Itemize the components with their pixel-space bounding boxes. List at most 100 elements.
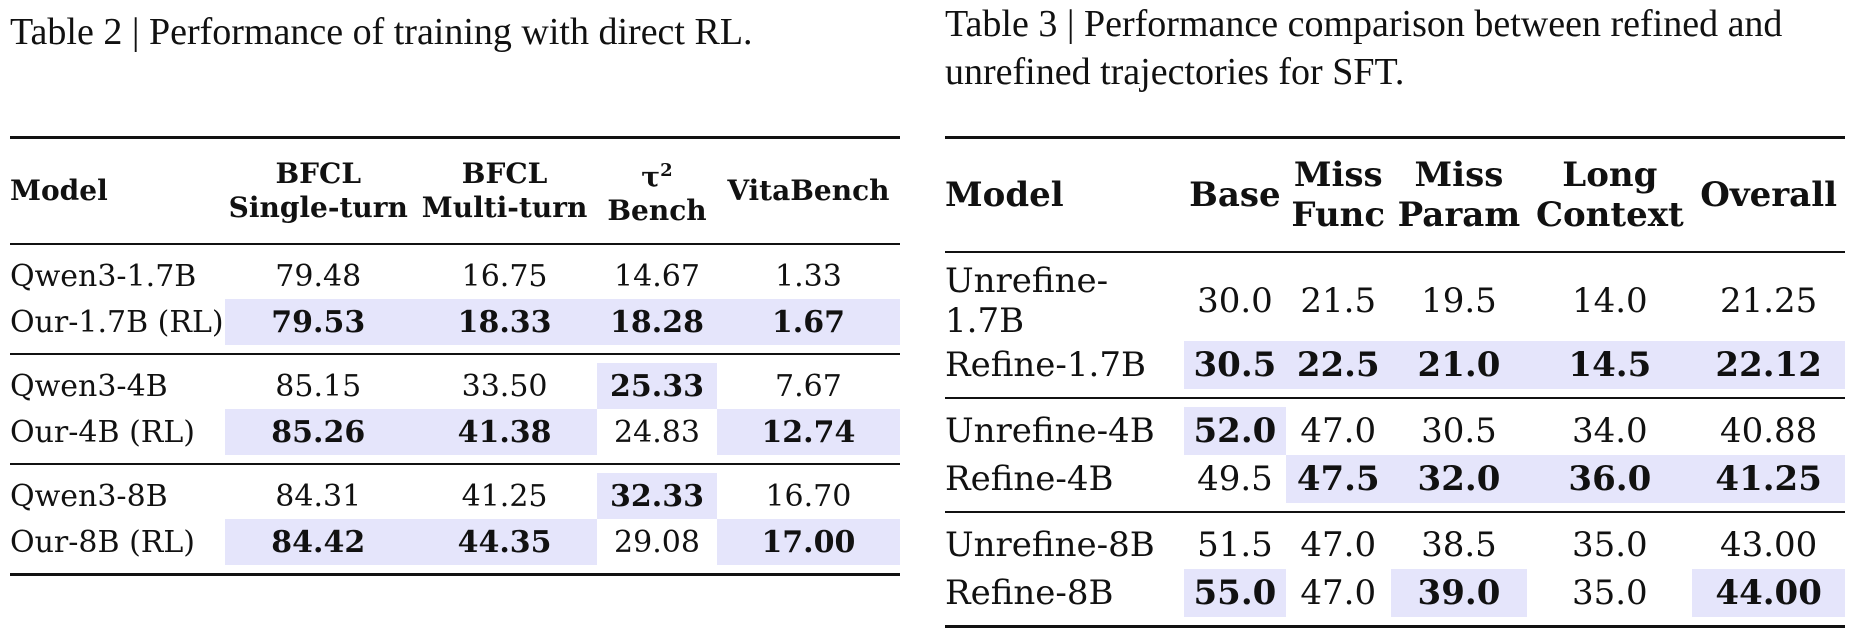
table2-group-2: Qwen3-8B 84.31 41.25 32.33 16.70 Our-8B (RL) 8… bbox=[10, 464, 900, 575]
table-row: Unrefine-8B 51.5 47.0 38.5 35.0 43.00 bbox=[945, 521, 1845, 569]
table3-group-1: Unrefine-4B 52.0 47.0 30.5 34.0 40.88 Refine-4… bbox=[945, 398, 1845, 512]
model-name-cell: Refine-1.7B bbox=[945, 345, 1146, 385]
table2-header-2: BFCL Multi-turn bbox=[412, 138, 597, 245]
table3-header-4-line-0: Long bbox=[1562, 155, 1658, 195]
table3-header-3: Miss Param bbox=[1391, 138, 1528, 253]
value-cell: 84.31 bbox=[275, 478, 362, 514]
value-cell: 41.38 bbox=[411, 409, 598, 455]
value-cell: 18.28 bbox=[597, 299, 717, 345]
table-row: Our-8B (RL) 84.42 44.35 29.08 17.00 bbox=[10, 519, 900, 565]
table-row: Refine-1.7B 30.5 22.5 21.0 14.5 22.12 bbox=[945, 341, 1845, 389]
model-name-cell: Our-1.7B (RL) bbox=[10, 304, 224, 340]
table3-header-1-line-0: Base bbox=[1189, 175, 1281, 215]
value-cell: 44.35 bbox=[411, 519, 598, 565]
value-cell: 51.5 bbox=[1197, 525, 1273, 565]
model-name-cell: Refine-4B bbox=[945, 459, 1114, 499]
model-name-cell: Our-4B (RL) bbox=[10, 414, 195, 450]
value-cell: 47.0 bbox=[1300, 573, 1377, 613]
table-row: Refine-8B 55.0 47.0 39.0 35.0 44.00 bbox=[945, 569, 1845, 617]
value-cell: 47.5 bbox=[1286, 455, 1391, 503]
value-cell: 38.5 bbox=[1421, 525, 1497, 565]
value-cell: 85.26 bbox=[224, 409, 412, 455]
value-cell: 22.12 bbox=[1692, 341, 1845, 389]
value-cell: 25.33 bbox=[597, 363, 717, 409]
table3-header-1: Base bbox=[1184, 138, 1286, 253]
value-cell: 14.0 bbox=[1571, 281, 1648, 321]
value-cell: 29.08 bbox=[614, 524, 700, 560]
table3-caption: Table 3 | Performance comparison between… bbox=[945, 3, 1783, 93]
table3-group-0: Unrefine-1.7B 30.0 21.5 19.5 14.0 21.25 Refine… bbox=[945, 252, 1845, 398]
value-cell: 1.33 bbox=[775, 258, 842, 294]
value-cell: 55.0 bbox=[1183, 569, 1286, 617]
table-row: Our-4B (RL) 85.26 41.38 24.83 12.74 bbox=[10, 409, 900, 455]
table-row: Refine-4B 49.5 47.5 32.0 36.0 41.25 bbox=[945, 455, 1845, 503]
value-cell: 32.0 bbox=[1390, 455, 1528, 503]
value-cell: 36.0 bbox=[1527, 455, 1693, 503]
value-cell: 34.0 bbox=[1571, 411, 1648, 451]
table2-header-0-line-0: Model bbox=[10, 174, 108, 207]
table-row: Our-1.7B (RL) 79.53 18.33 18.28 1.67 bbox=[10, 299, 900, 345]
value-cell: 35.0 bbox=[1571, 525, 1648, 565]
value-cell: 16.75 bbox=[461, 258, 548, 294]
model-name-cell: Our-8B (RL) bbox=[10, 524, 195, 560]
table2-header-3-sup: 2 bbox=[660, 159, 673, 181]
table-row: Unrefine-1.7B 30.0 21.5 19.5 14.0 21.25 bbox=[945, 261, 1845, 341]
value-cell: 21.0 bbox=[1390, 341, 1528, 389]
table2-group-1: Qwen3-4B 85.15 33.50 25.33 7.67 Our-4B (RL) 85… bbox=[10, 354, 900, 464]
table-row: Qwen3-1.7B 79.48 16.75 14.67 1.33 bbox=[10, 253, 900, 299]
table2: Model BFCL Single-turn BFCL Multi-turn τ2 Benc… bbox=[10, 136, 900, 576]
table3: Model Base Miss Func Miss Param Long Context Ove… bbox=[945, 136, 1845, 628]
table3-group-2: Unrefine-8B 51.5 47.0 38.5 35.0 43.00 Refine-8… bbox=[945, 512, 1845, 627]
value-cell: 39.0 bbox=[1390, 569, 1528, 617]
table2-header-3-line-1: Bench bbox=[607, 194, 707, 228]
value-cell: 35.0 bbox=[1571, 573, 1648, 613]
value-cell: 44.00 bbox=[1692, 569, 1845, 617]
table3-header-3-line-0: Miss bbox=[1414, 155, 1504, 195]
table3-header-3-line-1: Param bbox=[1397, 195, 1521, 235]
value-cell: 40.88 bbox=[1719, 411, 1818, 451]
value-cell: 7.67 bbox=[775, 368, 842, 404]
value-cell: 84.42 bbox=[224, 519, 412, 565]
value-cell: 22.5 bbox=[1286, 341, 1391, 389]
table2-header-4-line-0: VitaBench bbox=[727, 174, 890, 207]
table-row: Qwen3-4B 85.15 33.50 25.33 7.67 bbox=[10, 363, 900, 409]
value-cell: 21.25 bbox=[1719, 281, 1818, 321]
model-name-cell: Qwen3-4B bbox=[10, 368, 168, 404]
table2-header-4: VitaBench bbox=[717, 138, 900, 245]
value-cell: 47.0 bbox=[1300, 411, 1377, 451]
value-cell: 1.67 bbox=[716, 299, 900, 345]
model-name-cell: Qwen3-1.7B bbox=[10, 258, 197, 294]
value-cell: 14.5 bbox=[1527, 341, 1693, 389]
value-cell: 12.74 bbox=[716, 409, 900, 455]
value-cell: 17.00 bbox=[716, 519, 900, 565]
value-cell: 21.5 bbox=[1300, 281, 1377, 321]
value-cell: 85.15 bbox=[275, 368, 362, 404]
table2-header-0: Model bbox=[10, 138, 225, 245]
model-name-cell: Unrefine-1.7B bbox=[945, 261, 1109, 341]
table2-header-3: τ2 Bench bbox=[597, 138, 717, 245]
table3-header-2-line-0: Miss bbox=[1293, 155, 1383, 195]
value-cell: 41.25 bbox=[1692, 455, 1845, 503]
table3-header-0-line-0: Model bbox=[945, 175, 1064, 215]
value-cell: 32.33 bbox=[597, 473, 717, 519]
table3-header-5: Overall bbox=[1692, 138, 1845, 253]
table2-caption: Table 2 | Performance of training with d… bbox=[10, 11, 753, 53]
table-row: Unrefine-4B 52.0 47.0 30.5 34.0 40.88 bbox=[945, 407, 1845, 455]
table3-header-2-line-1: Func bbox=[1291, 195, 1386, 235]
value-cell: 14.67 bbox=[614, 258, 700, 294]
value-cell: 79.48 bbox=[275, 258, 362, 294]
value-cell: 41.25 bbox=[461, 478, 548, 514]
table3-header-0: Model bbox=[945, 138, 1184, 253]
value-cell: 24.83 bbox=[614, 414, 700, 450]
value-cell: 33.50 bbox=[461, 368, 548, 404]
table3-header-5-line-0: Overall bbox=[1700, 175, 1838, 215]
table3-header-4: Long Context bbox=[1527, 138, 1692, 253]
value-cell: 43.00 bbox=[1719, 525, 1818, 565]
value-cell: 79.53 bbox=[224, 299, 412, 345]
table2-header-1-line-0: BFCL bbox=[275, 157, 362, 190]
value-cell: 47.0 bbox=[1300, 525, 1377, 565]
table2-header-row: Model BFCL Single-turn BFCL Multi-turn τ2 Benc… bbox=[10, 138, 900, 245]
table3-header-row: Model Base Miss Func Miss Param Long Context Ove… bbox=[945, 138, 1845, 253]
value-cell: 18.33 bbox=[411, 299, 598, 345]
value-cell: 19.5 bbox=[1421, 281, 1497, 321]
